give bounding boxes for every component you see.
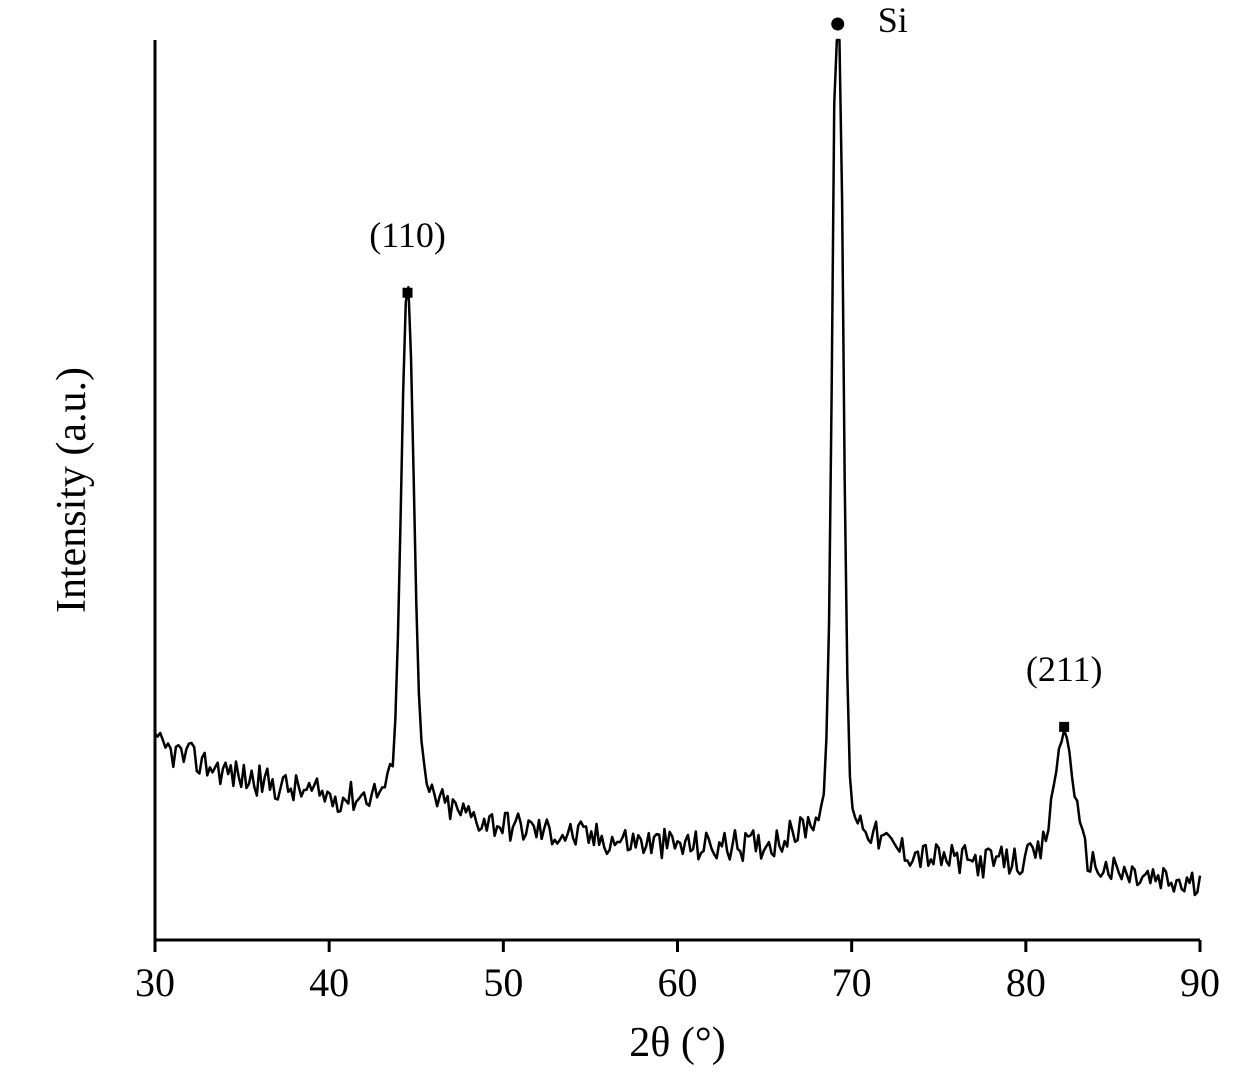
peak-label: (211) xyxy=(1026,649,1103,689)
x-tick-label: 60 xyxy=(658,960,698,1005)
chart-svg: 30 40 50 60 70 80 90 2θ (°) Intensity (a.u.) (110… xyxy=(0,0,1240,1073)
peak-label: Si xyxy=(878,0,908,40)
x-tick-label: 50 xyxy=(483,960,523,1005)
x-tick-label: 80 xyxy=(1006,960,1046,1005)
peak-marker-square xyxy=(1059,722,1069,732)
peak-marker-square xyxy=(403,288,413,298)
x-tick-label: 30 xyxy=(135,960,175,1005)
x-axis-label: 2θ (°) xyxy=(629,1020,725,1066)
xrd-trace xyxy=(155,40,1200,895)
x-tick-label: 40 xyxy=(309,960,349,1005)
x-tick-label: 70 xyxy=(832,960,872,1005)
xrd-chart: 30 40 50 60 70 80 90 2θ (°) Intensity (a.u.) (110… xyxy=(0,0,1240,1073)
peak-marker-circle xyxy=(831,18,844,31)
y-axis-label: Intensity (a.u.) xyxy=(49,367,95,613)
x-tick-label: 90 xyxy=(1180,960,1220,1005)
peak-label: (110) xyxy=(369,215,446,255)
